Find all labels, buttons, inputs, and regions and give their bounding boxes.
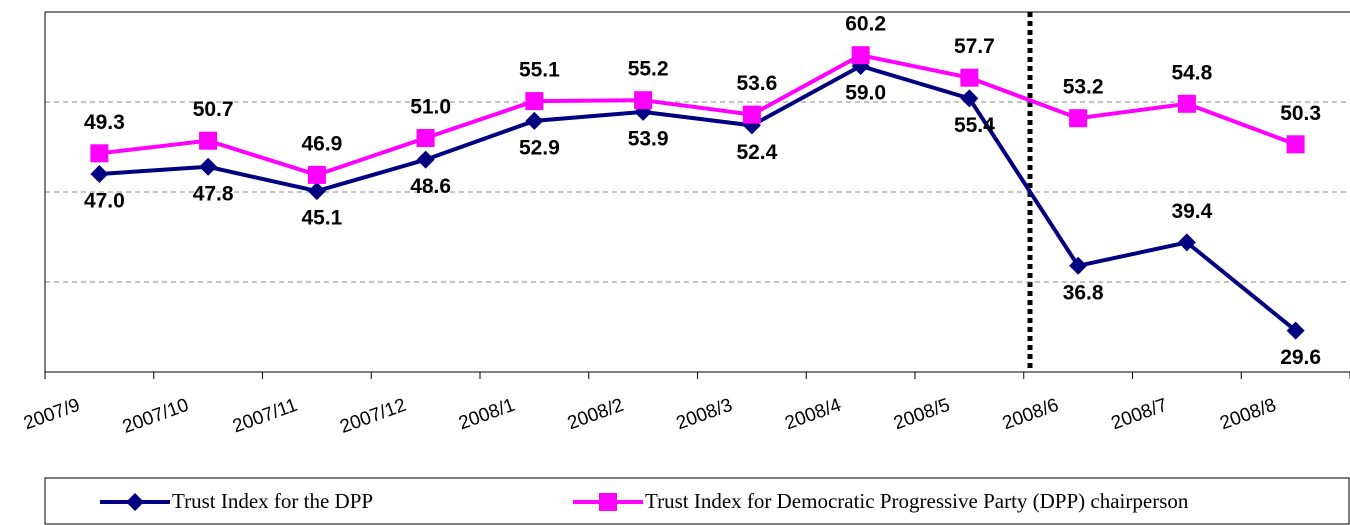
data-label: 48.6 [410,175,451,198]
marker [90,144,109,163]
data-label: 47.8 [193,182,234,205]
data-label: 47.0 [84,190,125,213]
marker [742,105,761,124]
x-tick-label: 2008/6 [1000,395,1062,435]
x-tick-label: 2007/11 [230,395,300,438]
marker [199,157,218,176]
marker [1286,135,1305,154]
marker [1286,321,1305,340]
data-label: 53.9 [628,127,669,150]
x-tick-label: 2008/3 [673,395,735,435]
marker [90,165,109,183]
series-line [99,53,1297,178]
data-label: 39.4 [1171,200,1212,223]
data-label: 49.3 [84,111,125,134]
data-label: 53.2 [1063,76,1104,99]
marker [525,92,544,111]
data-label: 45.1 [301,207,342,230]
marker [851,46,870,65]
marker [960,89,979,108]
marker [960,68,979,87]
data-label: 52.9 [519,136,560,159]
data-label: 55.1 [519,59,560,82]
marker [1177,233,1196,252]
data-label: 54.8 [1171,61,1212,84]
legend-marker [126,493,144,511]
data-label: 57.7 [954,35,995,58]
legend-box [44,477,1350,525]
marker [634,91,653,110]
legend-marker [599,493,617,511]
x-tick-label: 2008/4 [782,395,844,435]
marker [1177,94,1196,113]
marker [416,150,435,169]
data-label: 55.4 [954,114,995,137]
x-tick-label: 2008/7 [1108,395,1170,435]
x-tick-label: 2007/10 [120,395,192,438]
data-label: 46.9 [301,132,342,155]
x-tick-label: 2007/12 [337,395,409,438]
marker [1069,256,1088,275]
marker [525,111,544,130]
x-tick-label: 2008/2 [565,395,627,435]
x-tick-label: 2007/9 [21,395,83,435]
data-label: 60.2 [845,13,886,36]
legend-label: Trust Index for Democratic Progressive P… [645,489,1189,513]
legend-label: Trust Index for the DPP [172,489,373,513]
marker [416,129,435,147]
data-label: 29.6 [1280,346,1321,369]
data-label: 36.8 [1063,281,1104,304]
marker [307,165,326,184]
marker [1069,109,1088,128]
x-tick-label: 2008/1 [456,395,518,435]
series-line [99,63,1297,333]
data-label: 51.0 [410,96,451,119]
data-label: 50.3 [1280,102,1321,125]
x-tick-label: 2008/5 [891,395,953,435]
marker [199,131,218,150]
marker [307,182,326,201]
x-tick-label: 2008/8 [1217,395,1279,435]
data-label: 53.6 [736,72,777,95]
data-label: 59.0 [845,82,886,105]
data-label: 52.4 [736,141,777,164]
data-label: 55.2 [628,58,669,81]
data-label: 50.7 [193,98,234,121]
